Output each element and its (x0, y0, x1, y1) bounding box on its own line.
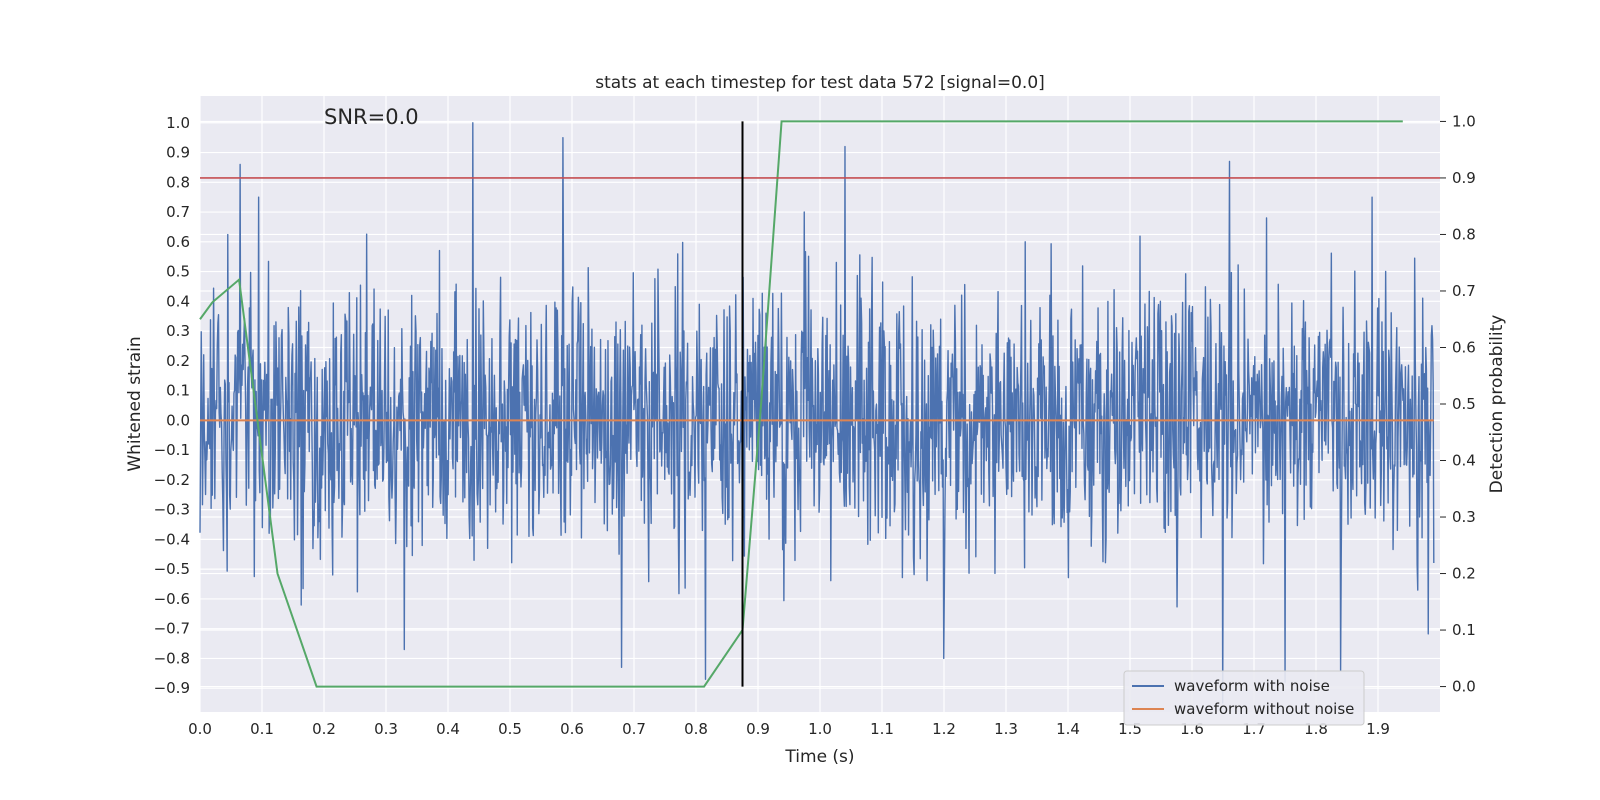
legend-label-clean: waveform without noise (1174, 700, 1354, 718)
y-left-tick-label: −0.8 (154, 649, 190, 667)
y-right-tick-label: 0.9 (1452, 169, 1476, 187)
x-tick-label: 1.0 (808, 720, 832, 738)
y-axis-label-right: Detection probability (1487, 315, 1507, 494)
y-left-tick-label: −0.6 (154, 590, 190, 608)
legend: waveform with noise waveform without noi… (1123, 670, 1365, 726)
y-right-tick-label: 0.3 (1452, 508, 1476, 526)
probability-line (199, 120, 1403, 688)
x-tick-label: 0.3 (374, 720, 398, 738)
noise-waveform-line (199, 122, 1435, 704)
y-left-tick-label: 0.7 (166, 203, 190, 221)
x-tick-label: 0.0 (188, 720, 212, 738)
y-left-tick-label: 0.9 (166, 144, 190, 162)
y-left-tick-label: 0.4 (166, 292, 190, 310)
x-tick-label: 0.7 (622, 720, 646, 738)
x-tick-label: 1.4 (1056, 720, 1080, 738)
legend-box (1123, 670, 1365, 726)
y-left-tick-label: 0.1 (166, 382, 190, 400)
chart-title: stats at each timestep for test data 572… (595, 73, 1045, 93)
x-tick-label: 0.8 (684, 720, 708, 738)
y-right-tick-label: 0.5 (1452, 395, 1476, 413)
y-left-tick-label: 1.0 (166, 114, 190, 132)
y-left-tick-labels: 1.0 0.9 0.8 0.7 0.6 0.5 0.4 0.3 0.2 0.1 0.0 −0.1 −0.… (154, 114, 190, 697)
y-right-tick-label: 0.7 (1452, 282, 1476, 300)
x-axis-label: Time (s) (784, 747, 854, 767)
x-tick-label: 1.3 (994, 720, 1018, 738)
y-left-tick-label: −0.1 (154, 441, 190, 459)
x-tick-label: 0.1 (250, 720, 274, 738)
y-right-tick-label: 0.2 (1452, 565, 1476, 583)
y-left-tick-label: −0.7 (154, 620, 190, 638)
y-right-tick-label: 0.1 (1452, 621, 1476, 639)
y-left-tick-label: 0.3 (166, 322, 190, 340)
y-right-tick-label: 0.4 (1452, 452, 1476, 470)
x-tick-label: 1.9 (1366, 720, 1390, 738)
y-axis-label-left: Whitened strain (125, 336, 145, 471)
snr-annotation: SNR=0.0 (324, 105, 419, 129)
x-tick-label: 0.9 (746, 720, 770, 738)
y-left-tick-label: −0.3 (154, 501, 190, 519)
y-right-tick-label: 0.0 (1452, 678, 1476, 696)
y-left-tick-label: −0.5 (154, 560, 190, 578)
y-left-tick-label: −0.2 (154, 471, 190, 489)
series-waveform-with-noise (199, 122, 1435, 704)
series-detection-probability (199, 120, 1403, 688)
y-right-tick-label: 1.0 (1452, 112, 1476, 130)
y-right-tick-labels: 1.0 0.9 0.8 0.7 0.6 0.5 0.4 0.3 0.2 0.1 0.0 (1440, 112, 1476, 696)
y-left-tick-label: 0.6 (166, 233, 190, 251)
y-left-tick-label: −0.9 (154, 679, 190, 697)
legend-label-noise: waveform with noise (1174, 677, 1330, 695)
y-right-tick-label: 0.6 (1452, 338, 1476, 356)
y-left-tick-label: 0.0 (166, 411, 190, 429)
x-tick-label: 0.4 (436, 720, 460, 738)
y-left-tick-label: 0.5 (166, 263, 190, 281)
x-tick-label: 1.1 (870, 720, 894, 738)
y-left-tick-label: 0.2 (166, 352, 190, 370)
x-tick-label: 0.6 (560, 720, 584, 738)
x-tick-label: 1.2 (932, 720, 956, 738)
x-tick-labels: 0.0 0.1 0.2 0.3 0.4 0.5 0.6 0.7 0.8 0.9 1.0 1.1 1.2 1… (188, 720, 1390, 738)
y-left-tick-label: −0.4 (154, 530, 190, 548)
y-left-tick-label: 0.8 (166, 173, 190, 191)
y-right-tick-label: 0.8 (1452, 225, 1476, 243)
x-tick-label: 0.2 (312, 720, 336, 738)
x-tick-label: 0.5 (498, 720, 522, 738)
